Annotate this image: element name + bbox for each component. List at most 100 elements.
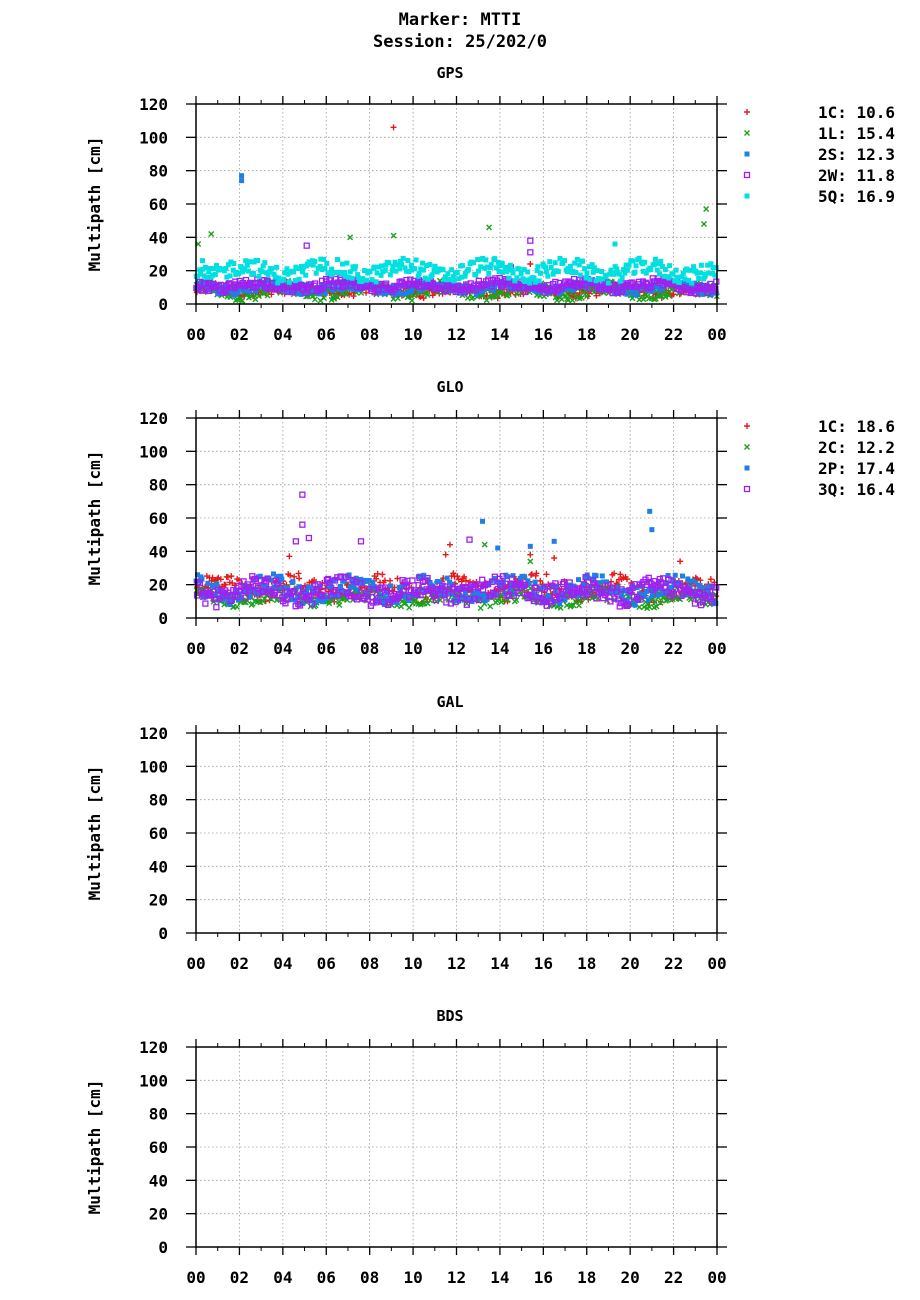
data-point: [583, 275, 589, 281]
data-point: [481, 582, 488, 589]
data-point: [516, 266, 522, 272]
data-point: [662, 267, 668, 273]
data-point: [636, 278, 643, 286]
data-point: [713, 584, 720, 591]
data-point: [618, 288, 626, 296]
plot-frame: [195, 103, 718, 305]
data-point: [449, 581, 455, 587]
data-point: [537, 577, 544, 584]
data-point: [710, 265, 716, 271]
data-point: [562, 258, 568, 264]
data-point: [299, 585, 307, 592]
data-point: [636, 255, 642, 261]
data-point: [329, 593, 335, 599]
plot-frame: [195, 417, 718, 619]
panel-title: BDS: [436, 1007, 463, 1025]
x-tick-label: 18: [577, 325, 596, 344]
data-point: [264, 575, 271, 582]
data-point: [590, 577, 596, 583]
data-point: [247, 259, 253, 265]
data-point: [228, 259, 234, 265]
data-point: [704, 588, 710, 594]
x-tick-label: 04: [273, 1268, 292, 1287]
x-tick-label: 16: [534, 954, 553, 973]
data-point: [232, 289, 238, 295]
data-point: [642, 593, 648, 599]
data-point: [700, 221, 707, 227]
data-point: [480, 518, 486, 524]
data-point: [308, 600, 316, 607]
data-point: [255, 285, 261, 291]
data-point: [516, 589, 523, 597]
data-point: [713, 600, 719, 606]
data-point: [505, 291, 512, 298]
data-point: [573, 270, 579, 276]
data-point: [694, 270, 700, 276]
data-point: [236, 271, 242, 277]
data-point: [299, 269, 305, 275]
data-point: [251, 575, 259, 583]
data-point: [527, 551, 534, 558]
data-point: [296, 584, 302, 590]
y-tick-label: 20: [149, 262, 168, 281]
data-point: [383, 262, 389, 268]
x-tick-label: 16: [534, 639, 553, 658]
data-point: [465, 266, 471, 272]
legend-entry-3q: 3Q: 16.4: [818, 480, 895, 499]
data-point: [247, 288, 253, 294]
data-point: [707, 280, 714, 288]
data-point: [275, 280, 281, 286]
data-point: [409, 577, 416, 584]
data-point: [406, 269, 412, 275]
data-point: [402, 291, 408, 297]
data-point: [247, 587, 254, 594]
data-point: [425, 276, 431, 282]
y-axis-label: Multipath [cm]: [85, 137, 104, 272]
data-point: [656, 575, 663, 583]
data-point: [527, 261, 534, 267]
data-point: [486, 224, 493, 231]
data-point: [424, 575, 431, 582]
data-point: [224, 274, 230, 280]
data-point: [235, 290, 241, 296]
data-point: [244, 262, 250, 268]
data-point: [498, 583, 504, 589]
data-point: [571, 288, 577, 294]
data-point: [222, 581, 229, 588]
data-point: [331, 586, 338, 594]
data-point: [195, 280, 201, 286]
data-point: [305, 534, 313, 542]
data-point: [699, 291, 705, 297]
data-point: [490, 288, 496, 294]
data-point: [713, 265, 719, 271]
data-point: [560, 579, 568, 586]
data-point: [406, 289, 412, 295]
x-tick-label: 14: [490, 1268, 509, 1287]
data-point: [663, 588, 670, 596]
x-tick-label: 02: [230, 1268, 249, 1287]
x-tick-label: 12: [447, 325, 466, 344]
legend-entry-2c: 2C: 12.2: [818, 438, 895, 457]
data-point: [261, 595, 268, 602]
data-point: [641, 603, 648, 610]
data-point: [666, 275, 672, 281]
data-point: [625, 601, 632, 608]
data-point: [499, 260, 505, 266]
data-point: [295, 595, 301, 601]
data-point: [558, 296, 565, 303]
data-point: [668, 577, 675, 584]
data-point: [254, 584, 262, 592]
data-point: [415, 273, 421, 279]
data-point: [462, 273, 468, 279]
data-point: [564, 268, 570, 274]
data-point: [201, 281, 207, 287]
data-point: [611, 595, 618, 602]
data-point: [570, 602, 577, 609]
data-point: [609, 584, 617, 592]
data-point: [268, 577, 274, 583]
data-point: [605, 280, 611, 286]
data-point: [419, 280, 425, 286]
data-point: [499, 573, 506, 580]
data-point: [395, 262, 401, 268]
data-point: [649, 527, 655, 533]
